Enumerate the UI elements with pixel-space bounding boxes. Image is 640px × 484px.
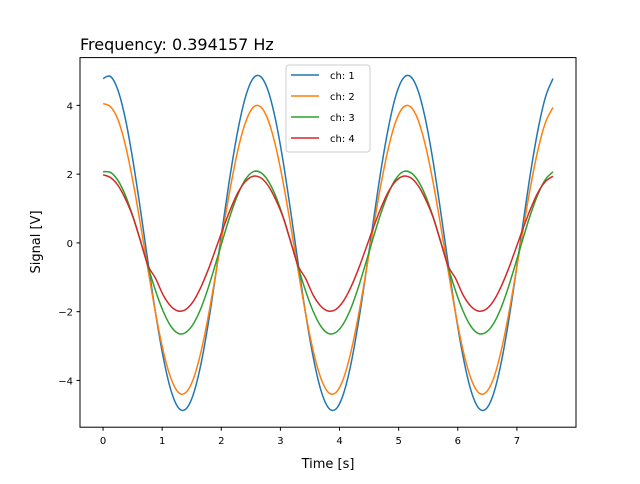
x-tick-label: 5 — [395, 436, 401, 447]
legend-label: ch: 2 — [330, 92, 355, 103]
x-tick-label: 0 — [100, 436, 106, 447]
series-line-ch1 — [102, 74, 554, 412]
series-line-ch3 — [102, 170, 554, 335]
legend-frame — [285, 64, 371, 153]
legend-label: ch: 1 — [330, 71, 355, 82]
series-line-ch2 — [102, 102, 554, 395]
chart-title: Frequency: 0.394157 Hz — [80, 35, 274, 54]
y-tick-label: 4 — [67, 101, 73, 112]
y-tick-label: −2 — [58, 308, 73, 319]
y-axis-ticks: −4 −2 0 2 4 — [58, 101, 80, 387]
legend-label: ch: 4 — [330, 134, 355, 145]
x-tick-label: 1 — [159, 436, 165, 447]
y-axis-label: Signal [V] — [29, 210, 44, 273]
series-line-ch4 — [102, 174, 554, 313]
x-axis-label: Time [s] — [301, 457, 355, 472]
x-tick-label: 6 — [455, 436, 461, 447]
x-tick-label: 3 — [277, 436, 283, 447]
y-tick-label: 2 — [67, 170, 73, 181]
y-tick-label: −4 — [58, 376, 73, 387]
legend: ch: 1 ch: 2 ch: 3 ch: 4 — [285, 64, 371, 153]
x-axis-ticks: 0 1 2 3 4 5 6 7 — [100, 427, 520, 447]
y-tick-label: 0 — [67, 239, 73, 250]
axes-frame — [79, 57, 577, 428]
x-tick-label: 7 — [514, 436, 520, 447]
x-tick-label: 2 — [218, 436, 224, 447]
x-tick-label: 4 — [336, 436, 342, 447]
plot-lines — [102, 74, 554, 412]
legend-label: ch: 3 — [330, 113, 355, 124]
